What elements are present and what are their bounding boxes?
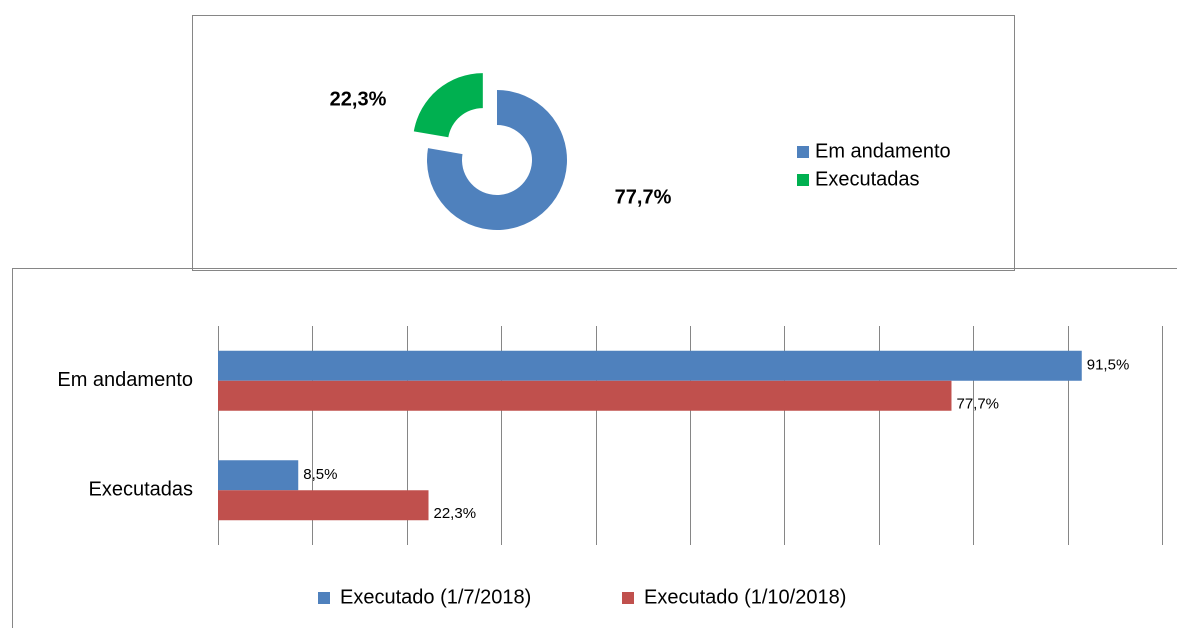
data-label: 91,5% xyxy=(1087,357,1130,374)
bar-frame xyxy=(12,268,1177,628)
data-label: 22,3% xyxy=(434,505,477,522)
data-label: 77,7% xyxy=(956,396,999,413)
legend-swatch xyxy=(797,146,809,158)
legend-swatch xyxy=(622,592,634,604)
legend-swatch xyxy=(797,174,809,186)
pie-slice xyxy=(413,73,483,138)
data-label: 22,3% xyxy=(330,88,387,110)
legend-label: Executado (1/10/2018) xyxy=(644,586,846,608)
bar xyxy=(218,380,952,411)
legend-label: Executadas xyxy=(815,168,920,190)
y-tick-label: Em andamento xyxy=(57,369,193,391)
pie-slice xyxy=(427,90,567,230)
legend-swatch xyxy=(318,592,330,604)
data-label: 77,7% xyxy=(615,186,672,208)
legend-label: Em andamento xyxy=(815,140,951,162)
y-tick-label: Executadas xyxy=(88,479,193,501)
bar xyxy=(218,350,1082,381)
pie-frame xyxy=(192,15,1015,271)
bar xyxy=(218,460,299,491)
data-label: 8,5% xyxy=(303,466,337,483)
bar xyxy=(218,490,429,521)
legend-label: Executado (1/7/2018) xyxy=(340,586,531,608)
